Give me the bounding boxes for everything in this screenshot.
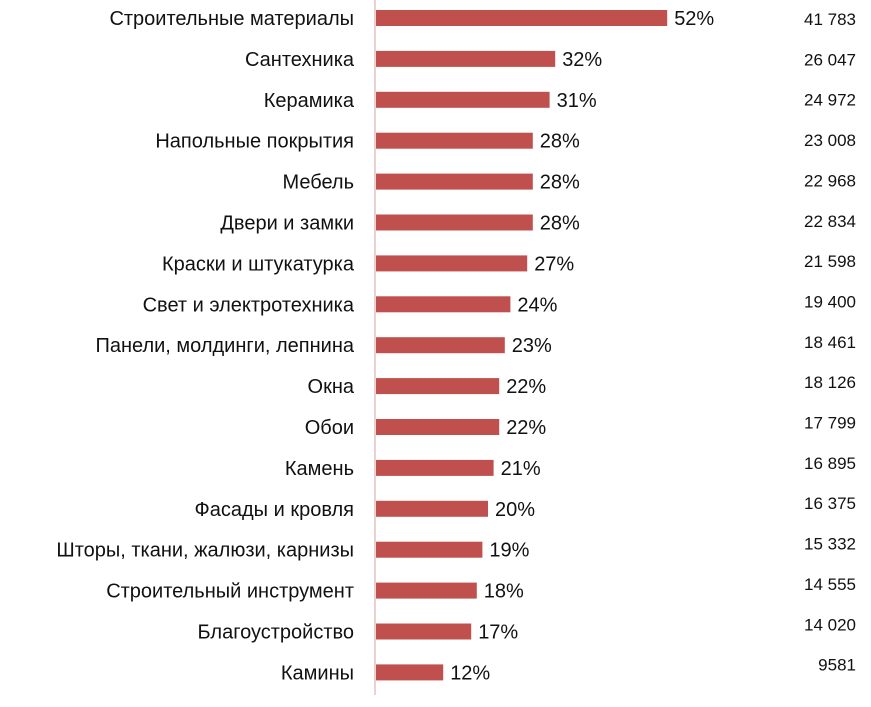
value-label: 20% (495, 499, 535, 521)
bar (376, 296, 511, 313)
bar (376, 10, 668, 26)
count-label: 18 126 (804, 373, 856, 392)
category-label: Строительный инструмент (106, 581, 354, 603)
value-label: 24% (517, 294, 557, 316)
count-label: 24 972 (804, 91, 856, 110)
count-label: 41 783 (804, 10, 856, 29)
bar (376, 500, 488, 517)
value-label: 12% (450, 662, 490, 684)
value-label: 19% (489, 540, 529, 562)
count-label: 15 332 (804, 535, 856, 554)
count-label: 14 555 (804, 575, 856, 594)
category-label: Сантехника (245, 49, 355, 71)
bar (376, 582, 477, 599)
count-label: 23 008 (804, 131, 856, 150)
category-label: Краски и штукатурка (162, 253, 355, 275)
value-label: 32% (562, 49, 602, 71)
category-label: Окна (308, 376, 355, 398)
bars-layer (376, 10, 668, 681)
category-label: Керамика (264, 90, 355, 112)
category-label: Напольные покрытия (155, 131, 354, 153)
value-label: 28% (540, 172, 580, 194)
value-label: 52% (674, 8, 714, 30)
count-label: 18 461 (804, 333, 856, 352)
bar (376, 50, 556, 67)
bar (376, 337, 505, 354)
category-label: Камень (285, 458, 354, 480)
bar (376, 378, 500, 395)
value-label: 18% (484, 581, 524, 603)
category-label: Камины (281, 662, 354, 684)
bar (376, 255, 528, 272)
count-label: 21 598 (804, 252, 856, 271)
count-label: 17 799 (804, 414, 856, 433)
count-label: 16 375 (804, 494, 856, 513)
value-label: 22% (506, 376, 546, 398)
count-label: 14 020 (804, 615, 856, 634)
bar (376, 541, 483, 558)
bar (376, 623, 472, 640)
count-label: 9581 (818, 656, 856, 675)
category-label: Мебель (282, 172, 354, 194)
labels-layer: Строительные материалы 52% 41 783 Сантехник… (56, 8, 856, 684)
count-label: 26 047 (804, 50, 856, 69)
bar (376, 173, 533, 190)
value-label: 28% (540, 213, 580, 235)
value-label: 22% (506, 417, 546, 439)
category-label: Благоустройство (198, 622, 354, 644)
bar (376, 91, 550, 108)
value-label: 17% (478, 622, 518, 644)
value-label: 23% (512, 335, 552, 357)
value-label: 31% (557, 90, 597, 112)
count-label: 16 895 (804, 454, 856, 473)
count-label: 19 400 (804, 292, 856, 311)
bar (376, 214, 533, 231)
category-label: Строительные материалы (109, 8, 354, 30)
category-label: Обои (305, 417, 354, 439)
value-label: 27% (534, 253, 574, 275)
category-label: Шторы, ткани, жалюзи, карнизы (56, 540, 354, 562)
bar (376, 419, 500, 435)
value-label: 28% (540, 131, 580, 153)
value-label: 21% (501, 458, 541, 480)
category-label: Панели, молдинги, лепнина (95, 335, 354, 357)
category-label: Свет и электротехника (143, 294, 355, 316)
category-label: Двери и замки (220, 213, 354, 235)
bar (376, 132, 533, 149)
bar (376, 459, 494, 476)
count-label: 22 968 (804, 171, 856, 190)
count-label: 22 834 (804, 212, 856, 231)
bar (376, 664, 444, 681)
category-label: Фасады и кровля (195, 499, 354, 521)
